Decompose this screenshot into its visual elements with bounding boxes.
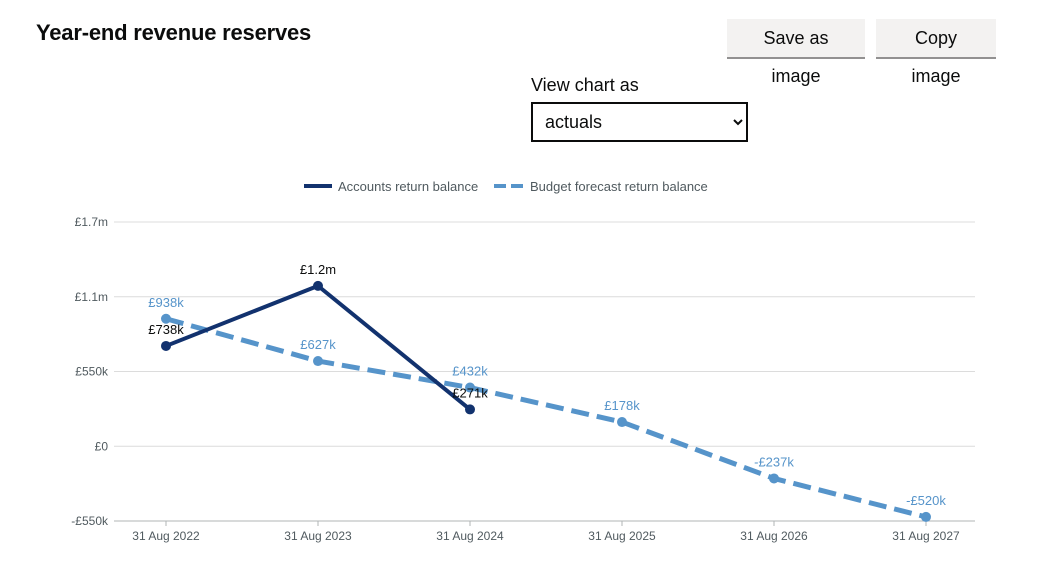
data-label-budget: £432k xyxy=(452,364,488,379)
data-label-accounts: £1.2m xyxy=(300,262,336,277)
save-as-image-button[interactable]: Save as image xyxy=(727,19,865,86)
x-tick-label: 31 Aug 2026 xyxy=(740,529,808,543)
y-tick-label: £1.1m xyxy=(75,290,108,304)
x-tick-label: 31 Aug 2023 xyxy=(284,529,352,543)
view-chart-as-label: View chart as xyxy=(531,75,639,95)
y-tick-label: £1.7m xyxy=(75,215,108,229)
data-label-accounts: £271k xyxy=(452,385,488,400)
data-label-budget: £938k xyxy=(148,295,184,310)
data-point-accounts[interactable] xyxy=(465,404,475,415)
data-point-budget[interactable] xyxy=(313,356,323,367)
data-labels: £938k £627k £432k £178k -£237k -£520k £738k £1.… xyxy=(148,262,946,508)
data-point-budget[interactable] xyxy=(769,473,779,484)
y-tick-label: £550k xyxy=(75,365,109,379)
data-point-accounts[interactable] xyxy=(161,340,171,351)
data-label-budget: £627k xyxy=(300,337,336,352)
series-line-budget xyxy=(165,316,927,520)
data-label-budget: £178k xyxy=(604,398,640,413)
copy-image-button[interactable]: Copy image xyxy=(876,19,996,86)
y-tick-label: £0 xyxy=(95,439,109,453)
legend-label-accounts: Accounts return balance xyxy=(338,179,478,194)
x-tick-label: 31 Aug 2025 xyxy=(588,529,656,543)
data-point-budget[interactable] xyxy=(465,382,475,393)
data-point-budget[interactable] xyxy=(161,313,171,324)
x-tick-label: 31 Aug 2022 xyxy=(132,529,200,543)
data-label-budget: -£520k xyxy=(906,493,946,508)
data-label-budget: -£237k xyxy=(754,454,794,469)
legend-label-budget: Budget forecast return balance xyxy=(530,179,708,194)
page-title: Year-end revenue reserves xyxy=(36,20,312,45)
legend: Accounts return balance Budget forecast r… xyxy=(304,179,708,194)
x-axis-ticks: 31 Aug 2022 31 Aug 2023 31 Aug 2024 31 Aug … xyxy=(132,521,960,543)
view-chart-as-select[interactable]: actuals xyxy=(533,104,746,140)
legend-item-accounts[interactable]: Accounts return balance xyxy=(304,179,478,194)
x-tick-label: 31 Aug 2024 xyxy=(436,529,504,543)
data-point-budget[interactable] xyxy=(617,417,627,428)
data-label-accounts: £738k xyxy=(148,322,184,337)
grid-lines xyxy=(114,221,975,522)
y-axis-ticks: £1.7m £1.1m £550k £0 -£550k xyxy=(71,215,109,528)
series xyxy=(161,280,931,522)
x-tick-label: 31 Aug 2027 xyxy=(892,529,960,543)
data-point-accounts[interactable] xyxy=(313,280,323,291)
legend-item-budget[interactable]: Budget forecast return balance xyxy=(494,179,708,194)
y-tick-label: -£550k xyxy=(71,514,109,528)
view-chart-as-select-wrapper: actuals xyxy=(531,102,748,142)
data-point-budget[interactable] xyxy=(921,511,931,522)
